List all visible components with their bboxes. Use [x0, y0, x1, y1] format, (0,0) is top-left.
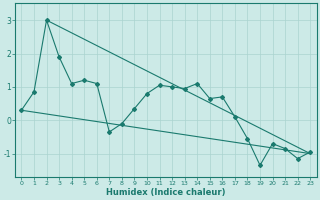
X-axis label: Humidex (Indice chaleur): Humidex (Indice chaleur)	[106, 188, 226, 197]
